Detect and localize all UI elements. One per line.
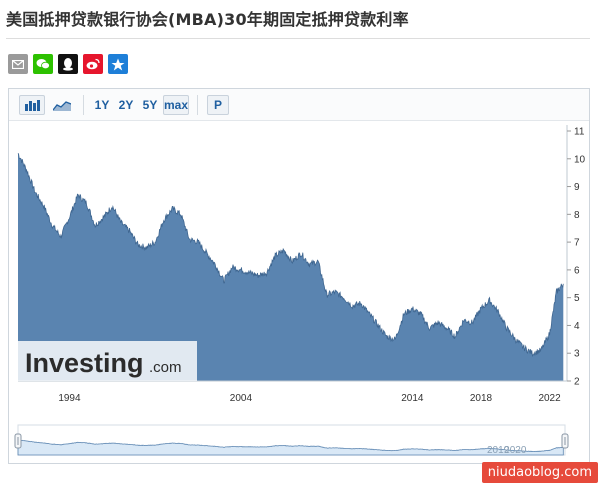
rate-line <box>17 153 564 358</box>
y-tick-label: 2 <box>574 377 580 388</box>
qzone-icon <box>111 58 125 70</box>
x-tick-label: 1994 <box>58 393 81 404</box>
y-tick-label: 10 <box>574 154 586 165</box>
page-title: 美国抵押贷款银行协会(MBA)30年期固定抵押贷款利率 <box>6 10 409 29</box>
y-tick-label: 7 <box>574 238 580 249</box>
email-icon <box>12 59 24 69</box>
chart-widget: 1Y 2Y 5Y max P 2 3 4 5 6 7 8 9 10 11 1994 2004 2014… <box>8 88 590 464</box>
toolbar-divider <box>83 95 84 115</box>
y-tick-label: 9 <box>574 182 580 193</box>
watermark-suffix: .com <box>149 359 182 376</box>
y-tick-label: 11 <box>574 127 585 138</box>
y-tick-label: 6 <box>574 265 580 276</box>
x-tick-label: 2014 <box>401 393 424 404</box>
title-divider <box>6 38 590 39</box>
watermark-backdrop <box>18 341 197 381</box>
y-tick-label: 4 <box>574 321 580 332</box>
bar-chart-icon <box>25 100 40 111</box>
navigator-label: 2020 <box>504 445 527 456</box>
email-share-button[interactable] <box>8 54 28 74</box>
x-tick-label: 2004 <box>230 393 253 404</box>
range-5y-button[interactable]: 5Y <box>142 98 158 112</box>
share-bar <box>8 54 128 74</box>
wechat-share-button[interactable] <box>33 54 53 74</box>
qzone-share-button[interactable] <box>108 54 128 74</box>
area-chart-toggle[interactable] <box>49 95 75 115</box>
range-max-button[interactable]: max <box>163 95 189 115</box>
bar-chart-toggle[interactable] <box>19 95 45 115</box>
qq-icon <box>63 58 73 71</box>
y-tick-label: 8 <box>574 210 580 221</box>
chart-toolbar: 1Y 2Y 5Y max P <box>9 89 589 121</box>
investing-watermark: Investing .com <box>18 341 197 381</box>
toolbar-divider-2 <box>197 95 198 115</box>
qq-share-button[interactable] <box>58 54 78 74</box>
range-2y-button[interactable]: 2Y <box>118 98 134 112</box>
navigator-series <box>17 439 564 456</box>
y-tick-label: 5 <box>574 293 580 304</box>
x-tick-label: 2022 <box>538 393 561 404</box>
rate-area-series <box>18 153 564 381</box>
wechat-icon <box>36 59 50 70</box>
site-watermark-badge: niudaoblog.com <box>481 462 598 483</box>
x-tick-label: 2018 <box>470 393 493 404</box>
area-chart-icon <box>53 101 71 111</box>
period-button[interactable]: P <box>207 95 229 115</box>
weibo-share-button[interactable] <box>83 54 103 74</box>
y-tick-label: 3 <box>574 349 580 360</box>
weibo-icon <box>86 58 100 70</box>
navigator-label: 2019 <box>487 445 510 456</box>
range-1y-button[interactable]: 1Y <box>94 98 110 112</box>
mortgage-rate-chart: 2 3 4 5 6 7 8 9 10 11 1994 2004 2014 2018 2022 Invest… <box>14 125 586 456</box>
watermark-brand: Investing <box>25 348 144 378</box>
